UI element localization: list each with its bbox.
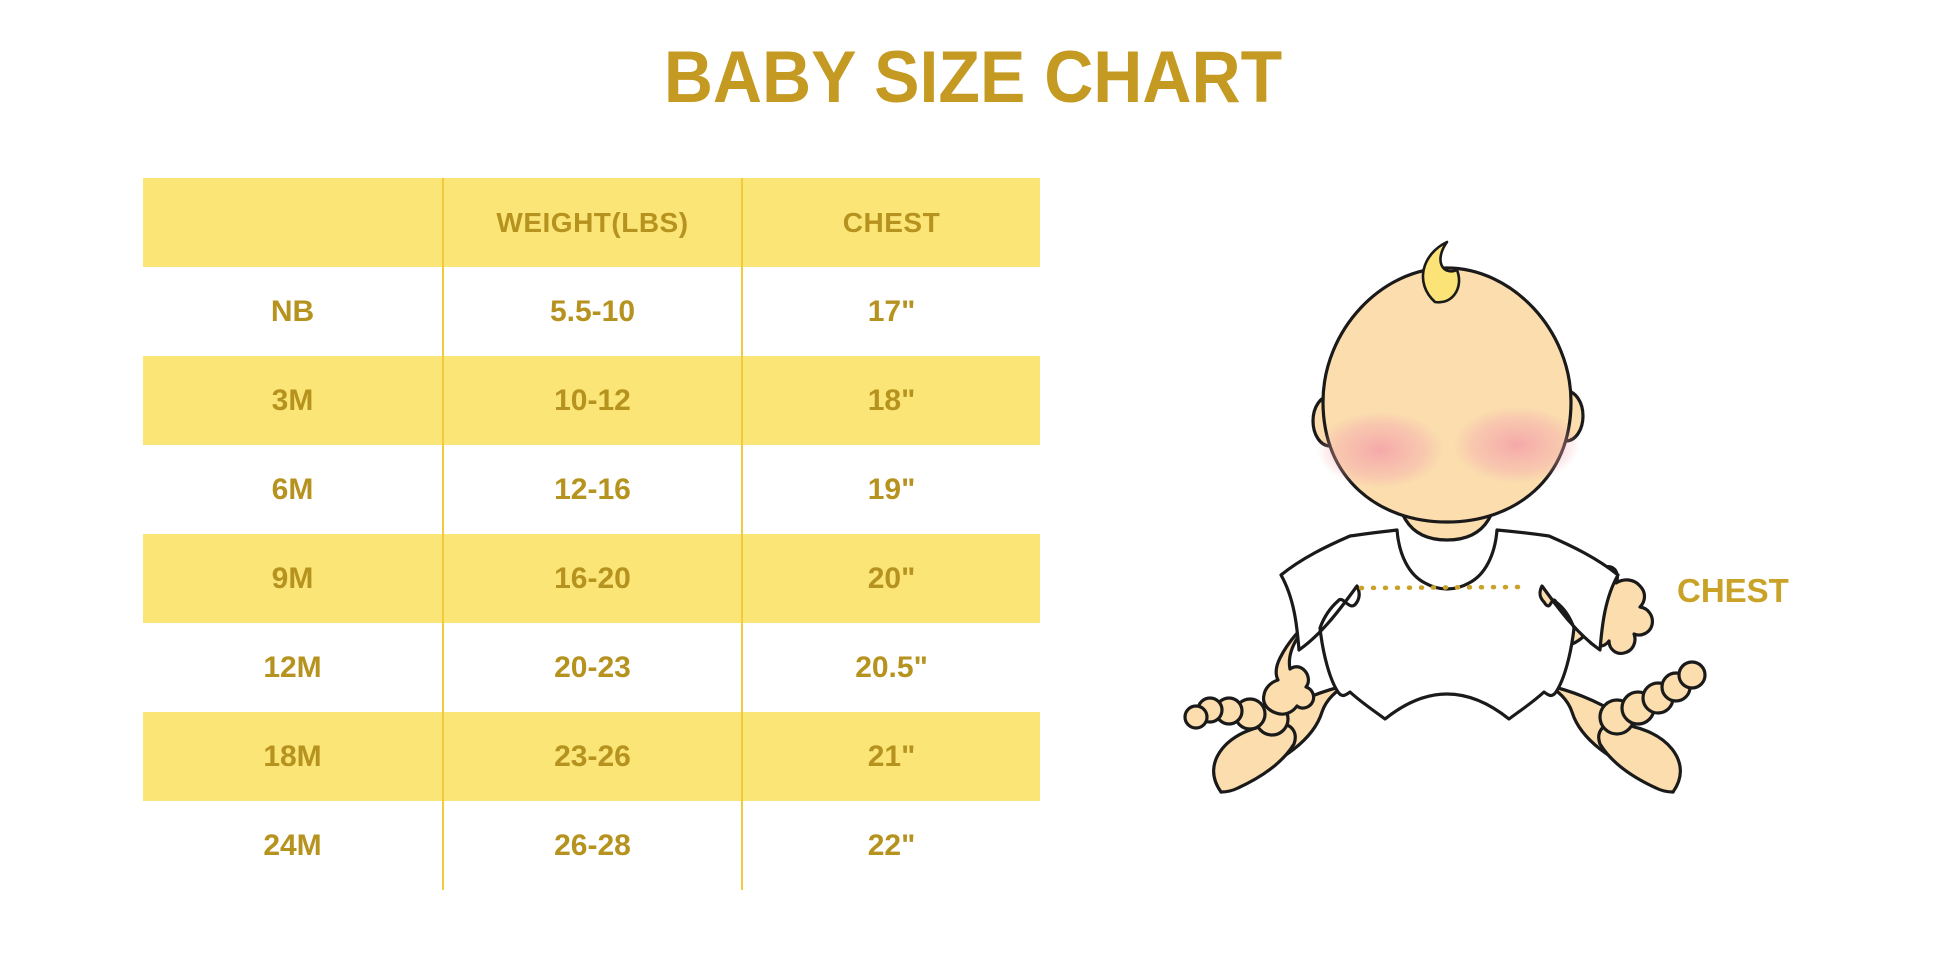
svg-text:CHEST: CHEST bbox=[1677, 572, 1789, 609]
